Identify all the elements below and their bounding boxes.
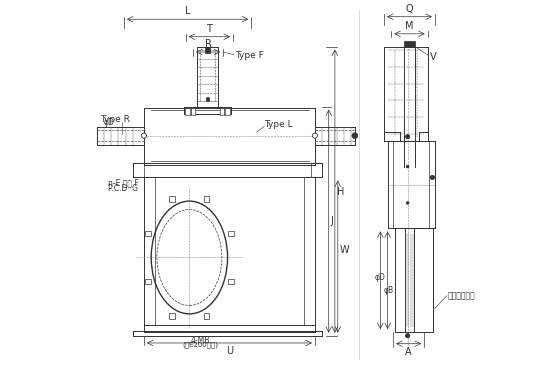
Text: T: T	[207, 24, 212, 34]
Text: n-E ネジ F: n-E ネジ F	[108, 178, 138, 187]
Text: P.C.D  G: P.C.D G	[108, 184, 138, 193]
Text: R: R	[204, 39, 211, 49]
Text: U: U	[226, 346, 233, 356]
Text: 4-MB: 4-MB	[190, 336, 210, 345]
Text: V: V	[430, 53, 437, 63]
Bar	[220, 108, 224, 115]
Circle shape	[406, 202, 409, 204]
Circle shape	[430, 175, 434, 180]
Bar	[169, 313, 175, 319]
Bar	[185, 108, 190, 115]
Bar	[206, 98, 209, 101]
Text: シールサイド: シールサイド	[448, 291, 475, 300]
Circle shape	[141, 133, 146, 138]
Bar	[169, 197, 175, 202]
Bar	[404, 41, 415, 46]
Bar	[228, 279, 233, 284]
Bar	[228, 230, 233, 236]
Bar	[191, 108, 195, 115]
Text: A: A	[405, 347, 412, 357]
Bar	[226, 108, 229, 115]
Text: φD: φD	[104, 118, 115, 127]
Bar	[145, 230, 151, 236]
Text: Type L: Type L	[264, 120, 292, 129]
Text: H: H	[336, 187, 344, 197]
Circle shape	[405, 333, 410, 338]
Bar	[204, 197, 209, 202]
Bar	[145, 279, 151, 284]
Text: M: M	[405, 21, 414, 31]
Text: φB: φB	[384, 286, 394, 295]
Circle shape	[406, 165, 409, 168]
Text: J: J	[330, 216, 333, 226]
Text: (ロE200カリ): (ロE200カリ)	[182, 342, 218, 348]
Circle shape	[312, 133, 317, 138]
Bar	[204, 313, 209, 319]
Circle shape	[352, 133, 358, 139]
Text: φD: φD	[374, 273, 385, 282]
Text: Type R: Type R	[100, 115, 130, 124]
Bar	[204, 47, 211, 53]
Text: W: W	[340, 245, 349, 255]
Text: Q: Q	[405, 4, 413, 14]
Circle shape	[405, 135, 410, 139]
Text: L: L	[185, 6, 190, 16]
Text: Type F: Type F	[235, 51, 263, 60]
